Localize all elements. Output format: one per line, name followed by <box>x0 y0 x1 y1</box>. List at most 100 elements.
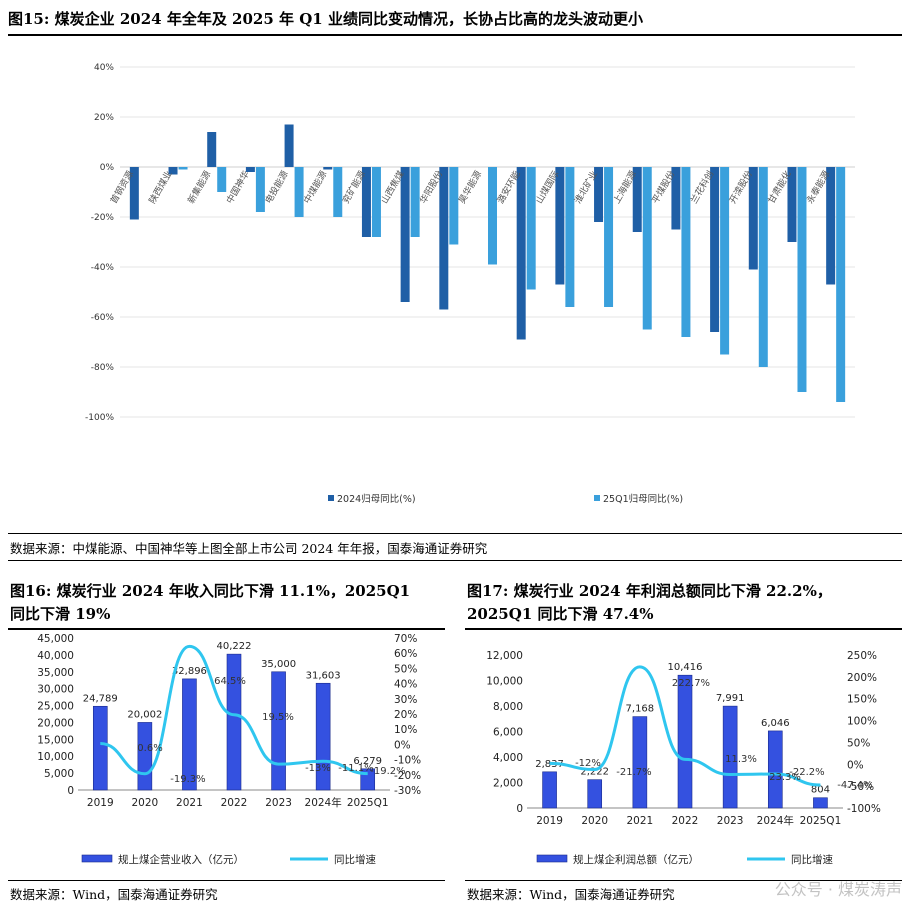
bar-data-label: 35,000 <box>261 659 296 670</box>
y-left-tick-label: 12,000 <box>486 650 523 662</box>
bar-25q1 <box>758 167 768 367</box>
y-left-tick-label: 5,000 <box>44 768 74 780</box>
bar-2024 <box>245 167 255 172</box>
bar-data-label: 10,416 <box>668 662 703 673</box>
fig15-chart: 40%20%0%-20%-40%-60%-80%-100%首钢资源 陕西煤业 新集能… <box>85 63 855 505</box>
x-tick-label: 中煤能源 <box>301 169 329 206</box>
y-right-tick-label: 50% <box>847 737 870 749</box>
bar-2024 <box>594 167 604 222</box>
bar-2024 <box>748 167 758 270</box>
legend-label: 2024归母同比(%) <box>337 493 416 505</box>
y-left-tick-label: 20,000 <box>37 717 74 729</box>
legend-bar-swatch <box>81 854 113 863</box>
y-tick-label: 40% <box>94 63 114 73</box>
fig17-source: 数据来源：Wind，国泰海通证券研究 <box>467 887 675 902</box>
bar-25q1 <box>681 167 691 337</box>
x-tick-label: 2020 <box>131 797 158 809</box>
y-right-tick-label: 200% <box>847 672 877 684</box>
y-left-tick-label: 0 <box>67 785 74 797</box>
bar-25q1 <box>720 167 730 355</box>
y-left-tick-label: 15,000 <box>37 734 74 746</box>
bar-2024 <box>400 167 410 302</box>
line-data-label: 11.3% <box>725 754 757 765</box>
fig16-title-line1: 图16: 煤炭行业 2024 年收入同比下滑 11.1%，2025Q1 <box>10 582 411 600</box>
x-tick-label: 2021 <box>176 797 203 809</box>
x-tick-label: 电投能源 <box>262 169 290 206</box>
legend-swatch <box>594 495 600 501</box>
bar-25q1 <box>642 167 652 330</box>
y-left-tick-label: 25,000 <box>37 701 74 713</box>
bar-data-label: 6,046 <box>761 718 790 729</box>
y-left-tick-label: 10,000 <box>37 751 74 763</box>
bar-2024 <box>671 167 681 230</box>
x-tick-label: 2024年 <box>305 796 342 809</box>
bar <box>92 705 108 791</box>
bar-data-label: 2,222 <box>580 767 609 778</box>
line-data-label: 222.7% <box>672 678 710 689</box>
x-tick-label: 2024年 <box>757 814 794 827</box>
y-right-tick-label: -10% <box>394 755 421 767</box>
x-tick-label: 2021 <box>626 815 653 827</box>
line-data-label: -12% <box>575 758 601 769</box>
y-right-tick-label: 60% <box>394 648 417 660</box>
x-tick-label: 中国神华 <box>224 168 252 205</box>
y-left-tick-label: 6,000 <box>493 727 523 739</box>
x-tick-label: 2023 <box>265 797 292 809</box>
y-tick-label: 20% <box>94 113 114 123</box>
bar-25q1 <box>526 167 536 290</box>
bar-data-label: 7,168 <box>626 704 655 715</box>
x-tick-label: 陕西煤业 <box>146 169 174 206</box>
y-right-tick-label: -30% <box>394 785 421 797</box>
legend-bar-label: 规上煤企利润总额（亿元） <box>573 853 699 866</box>
bar-data-label: 804 <box>811 785 830 796</box>
line-data-label: 0.6% <box>137 743 162 754</box>
growth-line <box>100 644 368 776</box>
bar <box>271 671 286 791</box>
x-tick-label: 2020 <box>581 815 608 827</box>
y-tick-label: -100% <box>85 413 114 423</box>
line-data-label: -19.2% <box>370 766 405 777</box>
legend-label: 25Q1归母同比(%) <box>603 493 683 505</box>
watermark: 公众号 · 煤炭涛声 <box>774 880 902 899</box>
fig16-title-underline <box>8 628 445 630</box>
fig17-title-line1: 图17: 煤炭行业 2024 年利润总额同比下滑 22.2%， <box>467 582 832 600</box>
bar <box>315 682 331 791</box>
line-data-label: -19.3% <box>170 774 205 785</box>
bar-25q1 <box>217 167 227 192</box>
bar-25q1 <box>488 167 497 265</box>
line-data-label: 64.5% <box>214 676 246 687</box>
legend-bar-swatch <box>536 854 568 863</box>
fig15-source-underline <box>8 560 902 561</box>
fig16-source: 数据来源：Wind，国泰海通证券研究 <box>10 887 218 902</box>
bar-25q1 <box>178 167 188 170</box>
bar-2024 <box>439 167 449 310</box>
y-right-tick-label: 0% <box>394 739 411 751</box>
bar-25q1 <box>565 167 575 307</box>
fig17-title-underline <box>465 628 902 630</box>
fig16-title-line2: 同比下滑 19% <box>10 605 111 623</box>
growth-line <box>549 665 821 787</box>
line-data-label: 23.3% <box>769 772 801 783</box>
bar-data-label: 7,991 <box>716 693 745 704</box>
y-left-tick-label: 0 <box>516 803 523 815</box>
y-right-tick-label: 50% <box>394 663 417 675</box>
y-left-tick-label: 2,000 <box>493 778 523 790</box>
bar-data-label: 40,222 <box>217 641 252 652</box>
bar-2024 <box>710 167 720 332</box>
y-right-tick-label: 30% <box>394 694 417 706</box>
bar <box>632 716 648 809</box>
x-tick-label: 2022 <box>672 815 699 827</box>
bar-data-label: 32,896 <box>172 666 207 677</box>
line-data-label: -21.7% <box>616 767 651 778</box>
y-left-tick-label: 10,000 <box>486 676 523 688</box>
x-tick-label: 2019 <box>536 815 563 827</box>
bar-data-label: 31,603 <box>306 670 341 681</box>
bar-2024 <box>323 167 333 170</box>
line-data-label: -13% <box>305 763 331 774</box>
x-tick-label: 昊华能源 <box>456 169 484 206</box>
line-data-label: 19.5% <box>262 712 294 723</box>
y-tick-label: 0% <box>100 163 115 173</box>
fig15-title-text: 图15: 煤炭企业 2024 年全年及 2025 年 Q1 业绩同比变动情况，长… <box>8 10 643 28</box>
bar-25q1 <box>836 167 846 402</box>
y-right-tick-label: -20% <box>394 770 421 782</box>
